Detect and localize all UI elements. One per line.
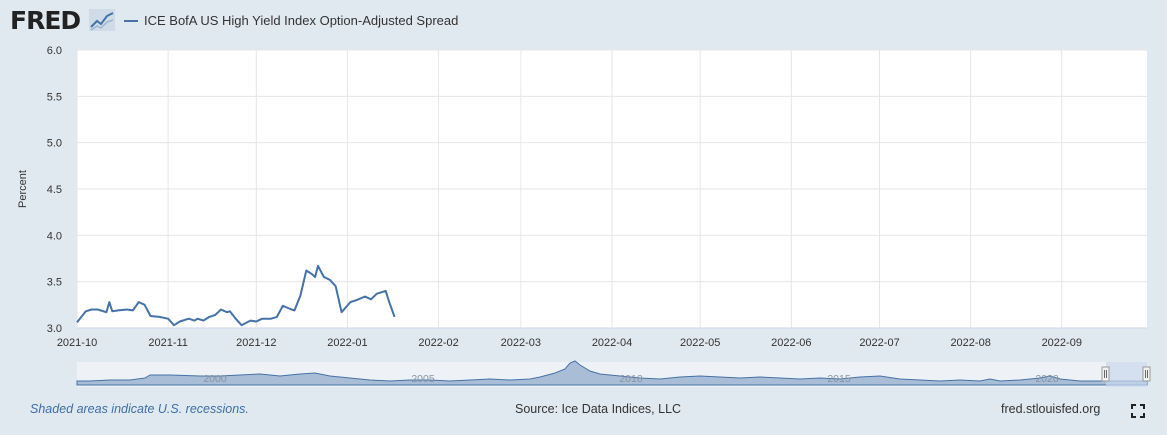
x-tick-label: 2022-01	[327, 337, 367, 349]
chart-header: FRED ICE BofA US High Yield Index Option…	[0, 0, 1167, 44]
y-tick-label: 3.0	[47, 323, 62, 335]
y-tick-label: 4.5	[47, 184, 62, 196]
navigator[interactable]: 2000 2005 2010 2015 2020	[76, 360, 1151, 387]
recession-note: Shaded areas indicate U.S. recessions.	[30, 402, 249, 416]
navigator-axis: 2000 2005 2010 2015 2020	[203, 373, 1059, 385]
line-graph-icon	[89, 9, 115, 31]
navigator-tick-label: 2020	[1035, 373, 1059, 385]
y-tick-label: 3.5	[47, 277, 62, 289]
x-tick-label: 2021-10	[57, 337, 97, 349]
y-tick-label: 4.0	[47, 230, 62, 242]
site-link[interactable]: fred.stlouisfed.org	[1001, 402, 1101, 416]
navigator-left-handle[interactable]	[1101, 366, 1110, 382]
chart[interactable]: 3.03.54.04.55.05.56.0 2021-10 2021-11 2021…	[0, 40, 1167, 390]
source-text: Source: Ice Data Indices, LLC	[515, 402, 682, 416]
x-tick-label: 2022-07	[859, 337, 899, 349]
navigator-right-handle[interactable]	[1142, 366, 1151, 382]
legend-label: ICE BofA US High Yield Index Option-Adju…	[144, 13, 459, 28]
series-line[interactable]	[76, 264, 396, 327]
fred-logo[interactable]: FRED	[10, 6, 81, 35]
navigator-tick-label: 2000	[203, 373, 227, 385]
y-tick-label: 5.5	[47, 91, 62, 103]
x-tick-label: 2021-12	[236, 337, 276, 349]
x-tick-label: 2022-06	[771, 337, 811, 349]
navigator-selection[interactable]	[1106, 362, 1147, 387]
x-tick-label: 2022-08	[950, 337, 990, 349]
navigator-tick-label: 2005	[411, 373, 435, 385]
x-tick-label: 2022-09	[1042, 337, 1082, 349]
legend[interactable]: ICE BofA US High Yield Index Option-Adju…	[124, 13, 458, 29]
x-tick-label: 2022-03	[501, 337, 541, 349]
x-axis: 2021-10 2021-11 2021-12 2022-01 2022-02 2022-…	[57, 327, 1147, 349]
fullscreen-icon[interactable]	[1131, 404, 1145, 418]
y-tick-label: 6.0	[47, 45, 62, 57]
x-tick-label: 2021-11	[148, 337, 188, 349]
x-tick-label: 2022-04	[592, 337, 632, 349]
x-tick-label: 2022-05	[680, 337, 720, 349]
navigator-tick-label: 2010	[619, 373, 643, 385]
y-axis: 3.0 3.5 4.0 4.5 5.0 5.5 6.0	[47, 45, 62, 335]
legend-swatch	[124, 20, 138, 22]
navigator-area	[76, 360, 1148, 386]
series-group[interactable]	[76, 264, 396, 327]
y-tick-label: 5.0	[47, 138, 62, 150]
y-axis-label: Percent	[17, 170, 29, 208]
navigator-tick-label: 2015	[827, 373, 851, 385]
x-tick-label: 2022-02	[418, 337, 458, 349]
